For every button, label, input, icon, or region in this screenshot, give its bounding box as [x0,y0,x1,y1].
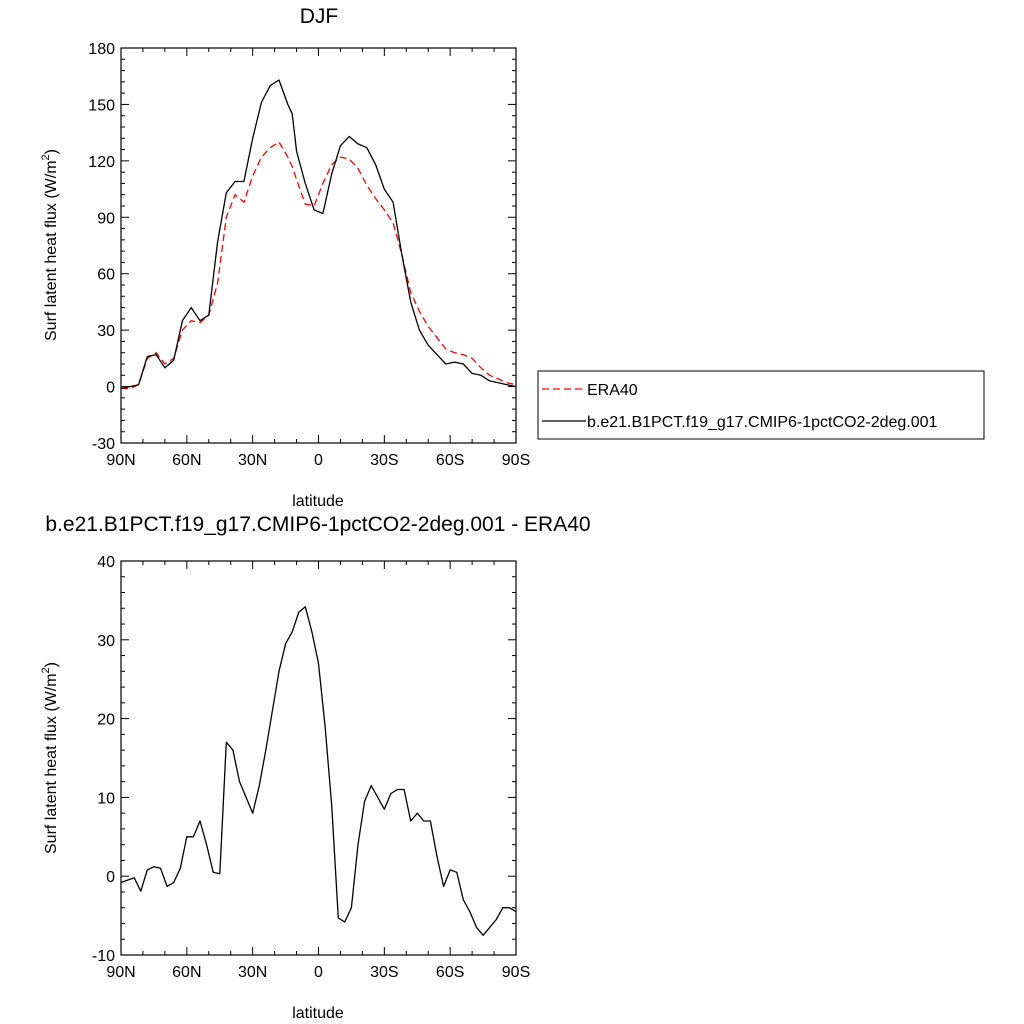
top-y-tick-label: 30 [97,323,115,340]
bottom-plot-area: 90N 60N 30N 0 30S 60S 90S -10 0 10 20 30 40 [92,554,530,981]
top-y-tick-label: -30 [92,436,115,453]
top-series-line-0 [121,141,517,390]
top-x-tick-label: 30N [238,452,267,469]
legend-box [537,370,985,440]
legend-label-era40: ERA40 [587,382,638,399]
y-label-end: ) [43,149,60,154]
bottom-x-tick-label: 60N [172,964,201,981]
top-plot-area: 90N 60N 30N 0 30S 60S 90S -30 0 30 60 90 120 150 180 [88,41,530,469]
bottom-x-axis-label: latitude [292,1005,344,1022]
bottom-series-line-0 [120,606,517,936]
bottom-x-tick-label: 90N [106,964,135,981]
bottom-y-axis-label: Surf latent heat flux (W/m2) [40,662,60,854]
bottom-x-tick-label: 30N [238,964,267,981]
bottom-y-tick-label: 30 [97,633,115,650]
top-x-tick-label: 60N [172,452,201,469]
top-x-tick-label: 90S [502,452,530,469]
bottom-x-tick-label: 90S [502,964,530,981]
bottom-y-tick-label: 40 [97,554,115,571]
y-label-text: Surf latent heat flux (W/m [43,673,60,854]
y-label-end: ) [43,662,60,667]
legend: ERA40 b.e21.B1PCT.f19_g17.CMIP6-1pctCO2-… [537,370,985,440]
top-x-tick-label: 60S [436,452,464,469]
y-label-superscript: 2 [40,154,52,160]
bottom-plot-frame [120,560,517,956]
top-series-line-1 [120,79,517,390]
top-x-axis-label: latitude [292,493,344,510]
bottom-y-tick-label: 20 [97,712,115,729]
top-y-tick-label: 60 [97,267,115,284]
y-label-superscript: 2 [40,667,52,673]
top-y-tick-label: 120 [88,154,115,171]
bottom-y-tick-label: -10 [92,948,115,965]
y-label-text: Surf latent heat flux (W/m [43,160,60,341]
bottom-chart-title: b.e21.B1PCT.f19_g17.CMIP6-1pctCO2-2deg.0… [45,513,590,536]
legend-label-model: b.e21.B1PCT.f19_g17.CMIP6-1pctCO2-2deg.0… [587,414,938,431]
bottom-x-tick-label: 60S [436,964,464,981]
bottom-y-tick-label: 10 [97,790,115,807]
bottom-x-tick-label: 30S [370,964,398,981]
top-x-tick-label: 0 [314,452,323,469]
top-y-tick-label: 0 [106,380,115,397]
bottom-y-tick-label: 0 [106,869,115,886]
top-y-tick-label: 90 [97,210,115,227]
bottom-x-tick-label: 0 [314,964,323,981]
top-x-tick-label: 30S [370,452,398,469]
top-y-axis-label: Surf latent heat flux (W/m2) [40,149,60,341]
top-y-tick-label: 150 [88,97,115,114]
top-chart-title: DJF [300,5,339,28]
top-y-tick-label: 180 [88,41,115,58]
top-x-tick-label: 90N [106,452,135,469]
top-plot-frame [120,47,517,444]
